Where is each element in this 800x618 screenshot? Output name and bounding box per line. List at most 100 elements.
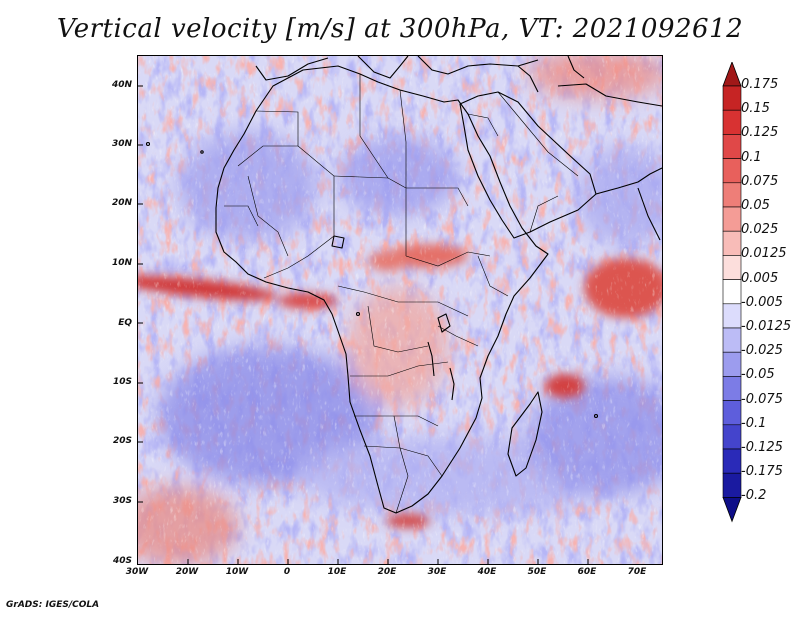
border-7 [405,251,491,267]
colorbar-level-label: 0.1 [741,149,762,165]
border-8 [263,235,335,279]
coastlines [145,56,662,514]
colorbar-box [722,134,742,159]
border-20 [529,195,559,233]
border-16 [393,415,409,514]
lat-label-10n: 10N [111,258,132,268]
colorbar-box [722,279,742,305]
country-borders [224,74,579,514]
colorbar-box [722,85,742,111]
colorbar-level-label: -0.005 [741,294,783,310]
bioko-island [355,311,361,317]
border-15 [363,445,443,477]
map-plot-area[interactable] [137,55,663,565]
colorbar-box [722,158,742,184]
lon-label-40e: 40E [477,567,497,577]
lat-label-10s: 10S [112,377,132,387]
border-19 [497,91,579,177]
colorbar-level-label: -0.125 [741,440,783,455]
colorbar-box [722,327,742,353]
lon-label-10w: 10W [225,567,249,577]
colorbar-box [722,303,742,329]
lat-label-20s: 20S [112,436,132,446]
lon-label-50e: 50E [527,567,547,577]
lon-label-70e: 70E [627,567,647,577]
iran-coastline [557,83,662,107]
colorbar-level-label: 0.025 [741,222,779,238]
colorbar-box [722,448,742,474]
lon-label-20e: 20E [377,567,397,577]
border-18 [477,255,509,297]
colorbar-level-label: 0.05 [741,198,770,213]
lat-label-20n: 20N [111,198,132,208]
colorbar-level-label: 0.125 [741,125,779,141]
caspian-coastline [567,56,585,79]
levant-coastline [517,65,539,93]
lat-label-30s: 30S [112,496,132,506]
italy-coastline [357,56,409,79]
border-14 [354,415,439,427]
colorbar-box [722,472,742,498]
colorbar-box [722,230,742,256]
border-9 [247,175,289,257]
axis-ticks [138,85,589,564]
border-10 [224,205,259,227]
colorbar-box [722,109,742,135]
colorbar [722,62,742,523]
colorbar-level-label: -0.075 [741,391,783,407]
mauritius-island [593,413,599,419]
colorbar-box [722,376,742,401]
colorbar-level-label: -0.05 [741,367,775,383]
lake-malawi [449,367,455,401]
colorbar-bottom-arrow [722,496,742,523]
africa-coastline [215,65,549,514]
canary-island [200,150,204,154]
lake-tanganyika [427,341,435,377]
lat-label-30n: 30N [111,139,132,149]
border-13 [350,361,449,377]
lat-label-eq: EQ [118,318,132,328]
border-6 [406,187,469,207]
colorbar-level-label: -0.025 [741,343,783,359]
border-2 [237,145,298,167]
vertical-velocity-field [138,56,662,564]
colorbar-level-label: -0.1 [741,415,767,431]
lon-label-10e: 10E [327,567,347,577]
lon-label-20w: 20W [175,567,199,577]
lat-label-40s: 40S [112,556,132,566]
border-5 [399,89,407,188]
colorbar-box [722,206,742,232]
lat-label-40n: 40N [111,80,132,90]
colorbar-top-arrow [722,62,742,87]
lon-label-30e: 30E [427,567,447,577]
india-coastline [637,187,661,241]
colorbar-level-label: -0.0125 [741,319,792,334]
field-fine-streaks [138,56,662,564]
lon-label-0: 0 [283,567,291,577]
colorbar-level-label: 0.15 [741,101,770,117]
colorbar-box [722,255,742,280]
colorbar-level-label: 0.075 [741,173,779,189]
border-12 [367,305,429,353]
colorbar-level-label: -0.175 [741,464,783,480]
border-17 [437,325,479,347]
colorbar-box [722,351,742,377]
lake-chad [331,235,345,249]
border-21 [467,113,499,137]
map-title: Vertical velocity [m/s] at 300hPa, VT: 2… [56,14,744,44]
arabia-coastline [459,91,597,239]
grads-credit: GrADS: IGES/COLA [6,600,100,610]
gulf-coastline [595,167,662,195]
colorbar-box [722,424,742,450]
colorbar-box [722,182,742,208]
colorbar-level-label: -0.2 [741,488,767,504]
lon-label-60e: 60E [577,567,597,577]
colorbar-box [722,400,742,426]
colorbar-level-label: 0.005 [741,270,779,286]
border-3 [333,175,407,256]
iberia-coastline [255,57,329,81]
lon-label-30w: 30W [125,567,149,577]
madagascar-coastline [507,391,543,477]
colorbar-level-label: 0.0125 [741,246,787,262]
border-4 [359,74,389,179]
